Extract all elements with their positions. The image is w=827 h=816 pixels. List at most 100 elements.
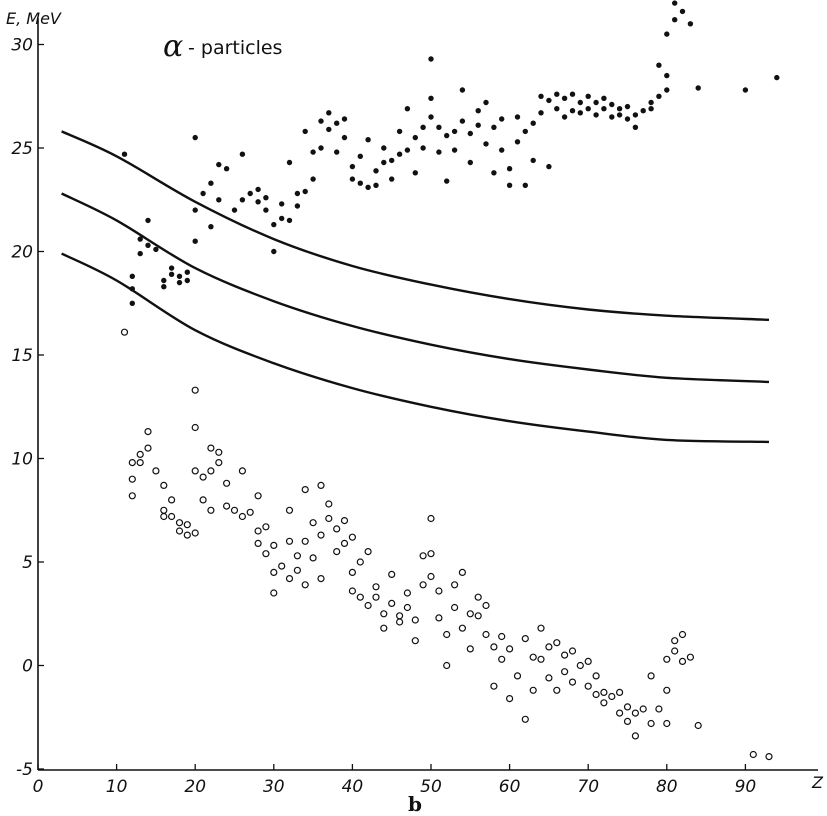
open-data-point <box>380 610 388 618</box>
annotation-alpha-symbol: α <box>163 29 183 64</box>
open-data-point <box>207 467 215 475</box>
filled-data-point <box>577 99 583 106</box>
open-data-point <box>435 614 443 622</box>
open-data-point <box>175 527 184 535</box>
filled-data-point <box>601 95 607 102</box>
open-data-point <box>380 624 388 632</box>
open-data-point <box>615 688 624 697</box>
filled-data-point <box>554 91 560 97</box>
filled-data-point <box>294 203 301 209</box>
open-data-point <box>647 719 655 728</box>
filled-data-point <box>577 110 583 116</box>
filled-data-point <box>310 149 316 155</box>
y-tick-label: 5 <box>22 553 33 573</box>
open-data-point <box>168 496 176 504</box>
open-data-point <box>144 428 152 436</box>
open-data-point <box>631 732 640 740</box>
filled-data-point <box>137 236 143 242</box>
y-tick-label: 15 <box>11 346 33 366</box>
filled-data-point <box>672 0 678 6</box>
filled-data-point <box>656 62 662 68</box>
y-tick-label: 0 <box>22 657 33 677</box>
open-data-point <box>309 554 317 562</box>
filled-data-point <box>624 103 631 110</box>
filled-data-point <box>664 72 670 79</box>
filled-data-point <box>546 97 552 104</box>
open-data-point <box>120 328 129 336</box>
open-data-point <box>560 651 569 659</box>
open-data-point <box>301 537 309 545</box>
filled-data-point <box>514 139 521 145</box>
filled-data-point <box>436 149 442 155</box>
open-data-point <box>388 570 396 579</box>
filled-data-point <box>255 186 261 193</box>
filled-data-point <box>522 182 528 188</box>
filled-data-point <box>632 124 639 130</box>
filled-data-point <box>451 147 458 153</box>
filled-data-point <box>585 106 591 112</box>
open-data-point <box>183 521 191 529</box>
filled-data-point <box>530 157 536 164</box>
open-data-point <box>388 599 396 608</box>
open-data-point <box>600 699 608 707</box>
open-data-point <box>490 682 498 690</box>
filled-data-point <box>648 106 654 112</box>
open-data-point <box>623 703 632 711</box>
curve-2 <box>61 192 770 384</box>
open-data-point <box>270 541 278 550</box>
open-data-point <box>333 547 341 556</box>
filled-data-point <box>129 300 135 306</box>
filled-data-point <box>420 145 426 151</box>
filled-data-point <box>687 21 694 27</box>
open-data-point <box>270 568 278 577</box>
open-data-point <box>647 672 655 680</box>
filled-data-point <box>176 273 183 279</box>
filled-data-point <box>695 85 701 91</box>
open-data-point <box>333 525 341 533</box>
filled-data-point <box>593 99 599 106</box>
filled-data-point <box>412 134 418 141</box>
open-data-point <box>474 593 482 601</box>
open-data-point <box>309 519 317 527</box>
filled-data-point <box>145 242 151 248</box>
open-data-point <box>199 496 207 504</box>
filled-data-point <box>365 137 371 143</box>
filled-data-point <box>294 190 301 197</box>
filled-data-point <box>318 145 324 151</box>
filled-data-point <box>137 250 143 257</box>
open-data-point <box>529 653 537 661</box>
filled-data-point <box>389 176 395 182</box>
filled-data-point <box>153 246 159 253</box>
open-data-point <box>411 616 419 624</box>
filled-data-point <box>279 201 285 207</box>
x-tick-label: 60 <box>499 777 521 797</box>
open-data-point <box>458 624 466 632</box>
y-tick-label: -5 <box>16 760 33 780</box>
open-data-point <box>584 682 592 690</box>
filled-data-point <box>341 116 348 122</box>
annotation-particles-label: - particles <box>188 37 282 59</box>
filled-data-point <box>444 132 450 139</box>
filled-data-point <box>349 163 356 170</box>
filled-data-point <box>530 120 536 126</box>
open-data-point <box>498 655 506 663</box>
open-data-point <box>348 533 356 541</box>
open-data-point <box>348 568 356 577</box>
open-data-point <box>293 566 301 574</box>
open-data-point <box>191 386 199 394</box>
open-data-point <box>427 550 435 558</box>
filled-data-point <box>373 182 379 188</box>
filled-data-point <box>420 124 426 130</box>
filled-data-point <box>483 141 489 147</box>
open-data-point <box>592 672 600 680</box>
filled-data-point <box>381 159 387 166</box>
filled-data-point <box>255 199 261 205</box>
filled-data-point <box>656 93 662 100</box>
open-data-point <box>521 715 529 723</box>
open-data-point <box>639 705 647 713</box>
filled-data-point <box>208 180 214 186</box>
filled-data-point <box>561 114 568 120</box>
x-tick-label: 0 <box>33 777 44 797</box>
open-data-point <box>403 589 411 597</box>
filled-data-point <box>742 87 749 93</box>
